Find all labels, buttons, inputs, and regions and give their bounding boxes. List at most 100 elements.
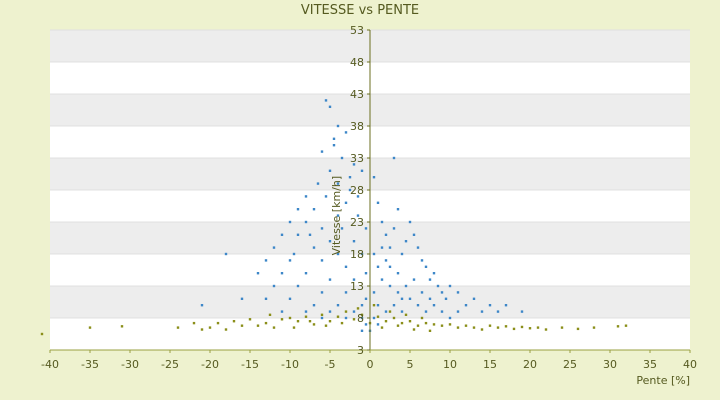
data-point	[352, 310, 356, 313]
data-point	[364, 227, 368, 230]
y-tick-label: 13	[350, 280, 364, 293]
data-point	[376, 323, 380, 326]
data-point	[444, 297, 448, 300]
series-layer	[40, 99, 628, 336]
data-point	[388, 310, 392, 313]
x-tick-label: 40	[683, 358, 697, 371]
data-point	[312, 208, 316, 211]
data-point	[248, 318, 252, 321]
x-tick-label: -5	[325, 358, 336, 371]
data-point	[208, 326, 212, 329]
data-point	[376, 315, 380, 318]
data-point	[408, 320, 412, 323]
data-point	[344, 131, 348, 134]
y-tick-label: 33	[350, 152, 364, 165]
data-point	[320, 227, 324, 230]
x-tick-label: -40	[41, 358, 59, 371]
data-point	[404, 284, 408, 288]
data-point	[312, 304, 316, 307]
data-point	[396, 208, 400, 211]
data-point	[380, 220, 384, 224]
data-point	[316, 182, 320, 185]
data-point	[364, 323, 368, 326]
data-point	[364, 272, 368, 275]
data-point	[308, 320, 312, 323]
data-point	[576, 327, 580, 331]
data-point	[340, 156, 344, 160]
data-point	[288, 220, 292, 224]
data-point	[448, 316, 452, 320]
data-point	[340, 321, 344, 325]
data-point	[416, 246, 420, 249]
data-point	[336, 124, 340, 128]
y-tick-label: 3	[357, 344, 364, 357]
data-point	[356, 214, 360, 217]
data-point	[488, 324, 492, 327]
data-point	[344, 265, 348, 268]
data-point	[336, 315, 340, 318]
data-point	[480, 328, 484, 331]
data-point	[264, 259, 268, 262]
data-point	[436, 284, 440, 288]
data-point	[348, 188, 352, 192]
data-point	[440, 310, 444, 313]
data-point	[372, 316, 376, 320]
data-point	[456, 291, 460, 294]
data-point	[280, 310, 284, 313]
x-tick-label: -20	[201, 358, 219, 371]
data-point	[472, 326, 476, 329]
x-tick-label: 5	[407, 358, 414, 371]
data-point	[352, 240, 356, 243]
data-point	[296, 284, 300, 288]
x-tick-label: 0	[367, 358, 374, 371]
data-point	[420, 291, 424, 294]
data-point	[424, 265, 428, 268]
data-point	[376, 201, 380, 204]
data-point	[384, 310, 388, 313]
x-tick-label: -30	[121, 358, 139, 371]
data-point	[120, 325, 124, 328]
data-point	[428, 329, 432, 332]
data-point	[448, 284, 452, 288]
data-point	[352, 278, 356, 281]
data-point	[504, 325, 508, 328]
data-point	[324, 99, 328, 102]
data-point	[216, 321, 220, 325]
data-point	[200, 304, 204, 307]
data-point	[448, 323, 452, 326]
data-point	[352, 163, 356, 166]
data-point	[372, 176, 376, 179]
data-point	[272, 246, 276, 249]
data-point	[372, 304, 376, 307]
data-point	[408, 220, 412, 224]
data-point	[328, 310, 332, 313]
data-point	[356, 195, 360, 198]
data-point	[268, 313, 272, 316]
x-tick-label: -10	[281, 358, 299, 371]
data-point	[408, 297, 412, 300]
data-point	[328, 169, 332, 172]
data-point	[344, 310, 348, 313]
data-point	[472, 297, 476, 300]
data-point	[384, 259, 388, 262]
data-point	[304, 220, 308, 224]
data-point	[324, 324, 328, 327]
data-point	[456, 310, 460, 313]
data-point	[496, 310, 500, 313]
data-point	[592, 326, 596, 329]
x-tick-label: 10	[443, 358, 457, 371]
data-point	[456, 326, 460, 329]
data-point	[372, 291, 376, 294]
data-point	[624, 324, 628, 327]
y-tick-label: 18	[350, 248, 364, 261]
data-point	[360, 304, 364, 307]
data-point	[528, 327, 532, 330]
data-point	[420, 316, 424, 320]
data-point	[400, 321, 404, 325]
data-point	[336, 252, 340, 256]
data-point	[388, 284, 392, 288]
data-point	[304, 310, 308, 313]
data-point	[40, 332, 44, 336]
chart-title: VITESSE vs PENTE	[301, 3, 419, 18]
